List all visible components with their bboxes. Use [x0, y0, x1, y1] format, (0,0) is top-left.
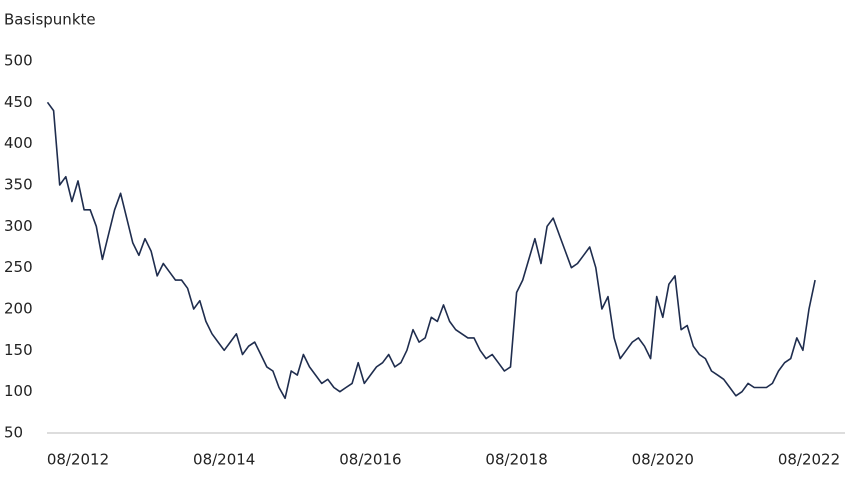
x-tick-label: 08/2012 [47, 451, 109, 469]
y-tick-label: 250 [4, 258, 33, 276]
y-axis-label: Basispunkte [4, 11, 96, 29]
y-tick-label: 150 [4, 341, 33, 359]
y-tick-label: 50 [4, 424, 23, 442]
y-tick-label: 500 [4, 52, 33, 70]
y-tick-label: 450 [4, 93, 33, 111]
x-tick-label: 08/2022 [778, 451, 840, 469]
y-tick-label: 100 [4, 382, 33, 400]
x-tick-label: 08/2016 [339, 451, 401, 469]
y-tick-label: 350 [4, 176, 33, 194]
y-tick-label: 400 [4, 134, 33, 152]
y-tick-label: 200 [4, 300, 33, 318]
y-tick-label: 300 [4, 217, 33, 235]
data-line [46, 101, 816, 400]
x-tick-label: 08/2018 [485, 451, 547, 469]
x-tick-label: 08/2020 [632, 451, 694, 469]
x-tick-label: 08/2014 [193, 451, 255, 469]
